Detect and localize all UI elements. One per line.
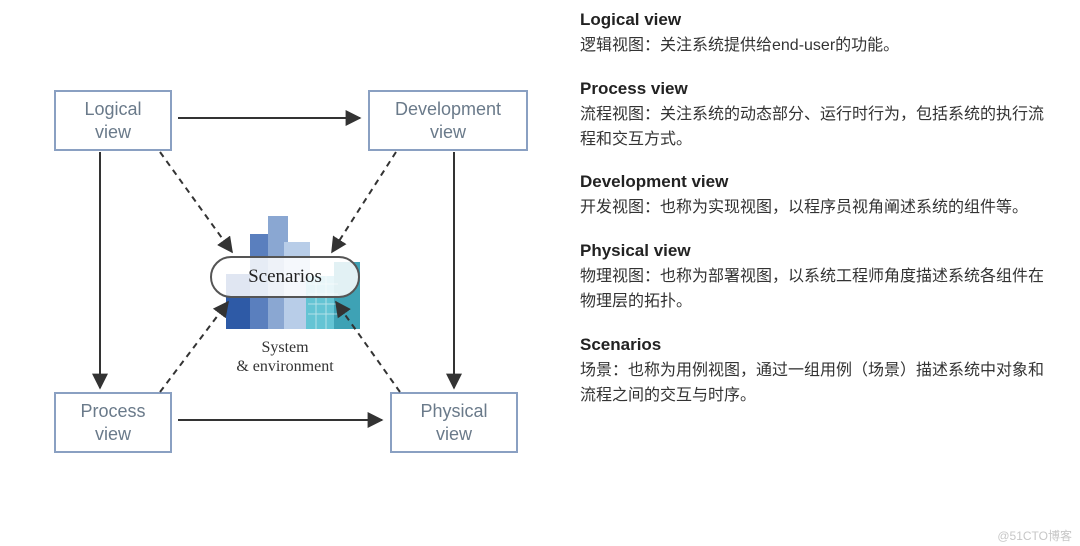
desc-title: Logical view	[580, 10, 1050, 30]
desc-body: 场景：也称为用例视图，通过一组用例（场景）描述系统中对象和流程之间的交互与时序。	[580, 359, 1050, 409]
caption-text: System& environment	[236, 339, 333, 375]
node-label: Scenarios	[248, 266, 322, 287]
desc-body: 流程视图：关注系统的动态部分、运行时行为，包括系统的执行流程和交互方式。	[580, 103, 1050, 153]
watermark: @51CTO博客	[997, 527, 1072, 544]
node-logical-view: Logicalview	[54, 90, 172, 151]
node-label: Developmentview	[395, 99, 501, 142]
node-label: Physicalview	[420, 401, 487, 444]
node-label: Logicalview	[84, 99, 141, 142]
node-physical-view: Physicalview	[390, 392, 518, 453]
desc-scenarios: Scenarios 场景：也称为用例视图，通过一组用例（场景）描述系统中对象和流…	[580, 335, 1050, 409]
desc-physical: Physical view 物理视图：也称为部署视图，以系统工程师角度描述系统各…	[580, 241, 1050, 315]
desc-body: 开发视图：也称为实现视图，以程序员视角阐述系统的组件等。	[580, 196, 1050, 221]
desc-body: 逻辑视图：关注系统提供给end-user的功能。	[580, 34, 1050, 59]
desc-title: Physical view	[580, 241, 1050, 261]
diagram-caption: System& environment	[210, 338, 360, 376]
desc-title: Scenarios	[580, 335, 1050, 355]
desc-body: 物理视图：也称为部署视图，以系统工程师角度描述系统各组件在物理层的拓扑。	[580, 265, 1050, 315]
node-development-view: Developmentview	[368, 90, 528, 151]
diagram-panel: Logicalview Developmentview Processview …	[0, 0, 560, 546]
desc-development: Development view 开发视图：也称为实现视图，以程序员视角阐述系统…	[580, 172, 1050, 221]
descriptions-panel: Logical view 逻辑视图：关注系统提供给end-user的功能。 Pr…	[560, 0, 1080, 546]
node-scenarios: Scenarios	[210, 256, 360, 298]
desc-title: Development view	[580, 172, 1050, 192]
desc-logical: Logical view 逻辑视图：关注系统提供给end-user的功能。	[580, 10, 1050, 59]
desc-process: Process view 流程视图：关注系统的动态部分、运行时行为，包括系统的执…	[580, 79, 1050, 153]
node-label: Processview	[80, 401, 145, 444]
node-process-view: Processview	[54, 392, 172, 453]
desc-title: Process view	[580, 79, 1050, 99]
